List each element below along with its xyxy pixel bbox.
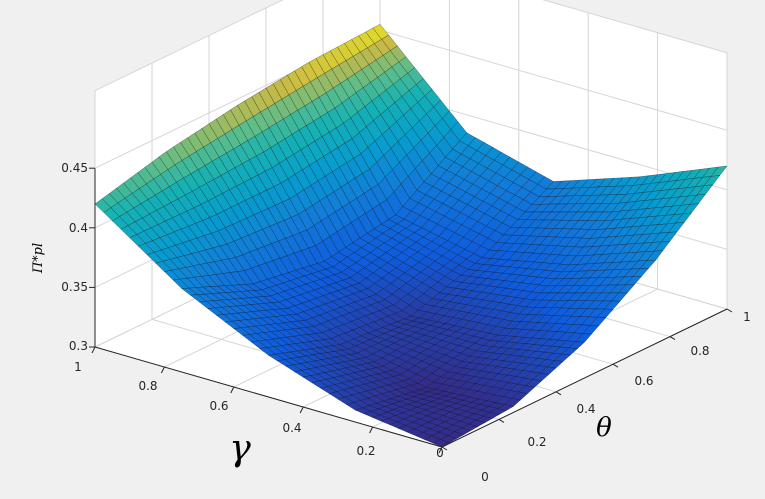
x-tick-label: 0.6	[209, 399, 228, 413]
x-tick-mark	[91, 346, 96, 354]
axis-labels: Π*pl γ θ	[31, 243, 612, 469]
tick-labels: 0.3 0.35 0.4 0.45 1 0.8 0.6 0.4 0.2 0 0 …	[61, 161, 751, 484]
x-axis-line	[94, 346, 443, 448]
y-tick-mark	[555, 391, 562, 396]
y-axis-line	[441, 308, 728, 448]
box-edge	[94, 0, 728, 92]
z-tick-label: 0.3	[69, 339, 88, 353]
surface-plot	[94, 23, 728, 448]
x-tick-label: 0.8	[138, 379, 157, 393]
y-tick-label: 0.6	[634, 374, 653, 388]
y-tick-label: 1	[743, 310, 751, 324]
y-tick-mark	[441, 446, 448, 451]
y-tick-label: 0.8	[690, 344, 709, 358]
x-tick-label: 0	[436, 446, 444, 460]
y-tick-label: 0	[481, 470, 489, 484]
x-tick-mark	[230, 386, 235, 394]
y-tick-mark	[726, 308, 733, 313]
x-tick-mark	[438, 446, 443, 454]
x-tick-mark	[299, 406, 304, 414]
x-tick-mark	[369, 426, 374, 434]
y-tick-mark	[669, 336, 676, 341]
x-tick-label: 0.2	[356, 444, 375, 458]
y-tick-mark	[612, 363, 619, 368]
z-tick-label: 0.45	[61, 161, 88, 175]
surface-cell	[432, 439, 450, 448]
x-axis-label: γ	[229, 428, 251, 469]
y-tick-mark	[498, 418, 505, 423]
x-tick-mark	[160, 366, 165, 374]
z-tick-label: 0.4	[69, 221, 88, 235]
x-tick-label: 0.4	[282, 421, 301, 435]
z-axis-label: Π*pl	[31, 243, 46, 274]
y-axis-label: θ	[596, 413, 612, 443]
y-tick-label: 0.4	[576, 402, 595, 416]
y-tick-label: 0.2	[527, 435, 546, 449]
z-tick-label: 0.35	[61, 280, 88, 294]
x-tick-label: 1	[74, 360, 82, 374]
